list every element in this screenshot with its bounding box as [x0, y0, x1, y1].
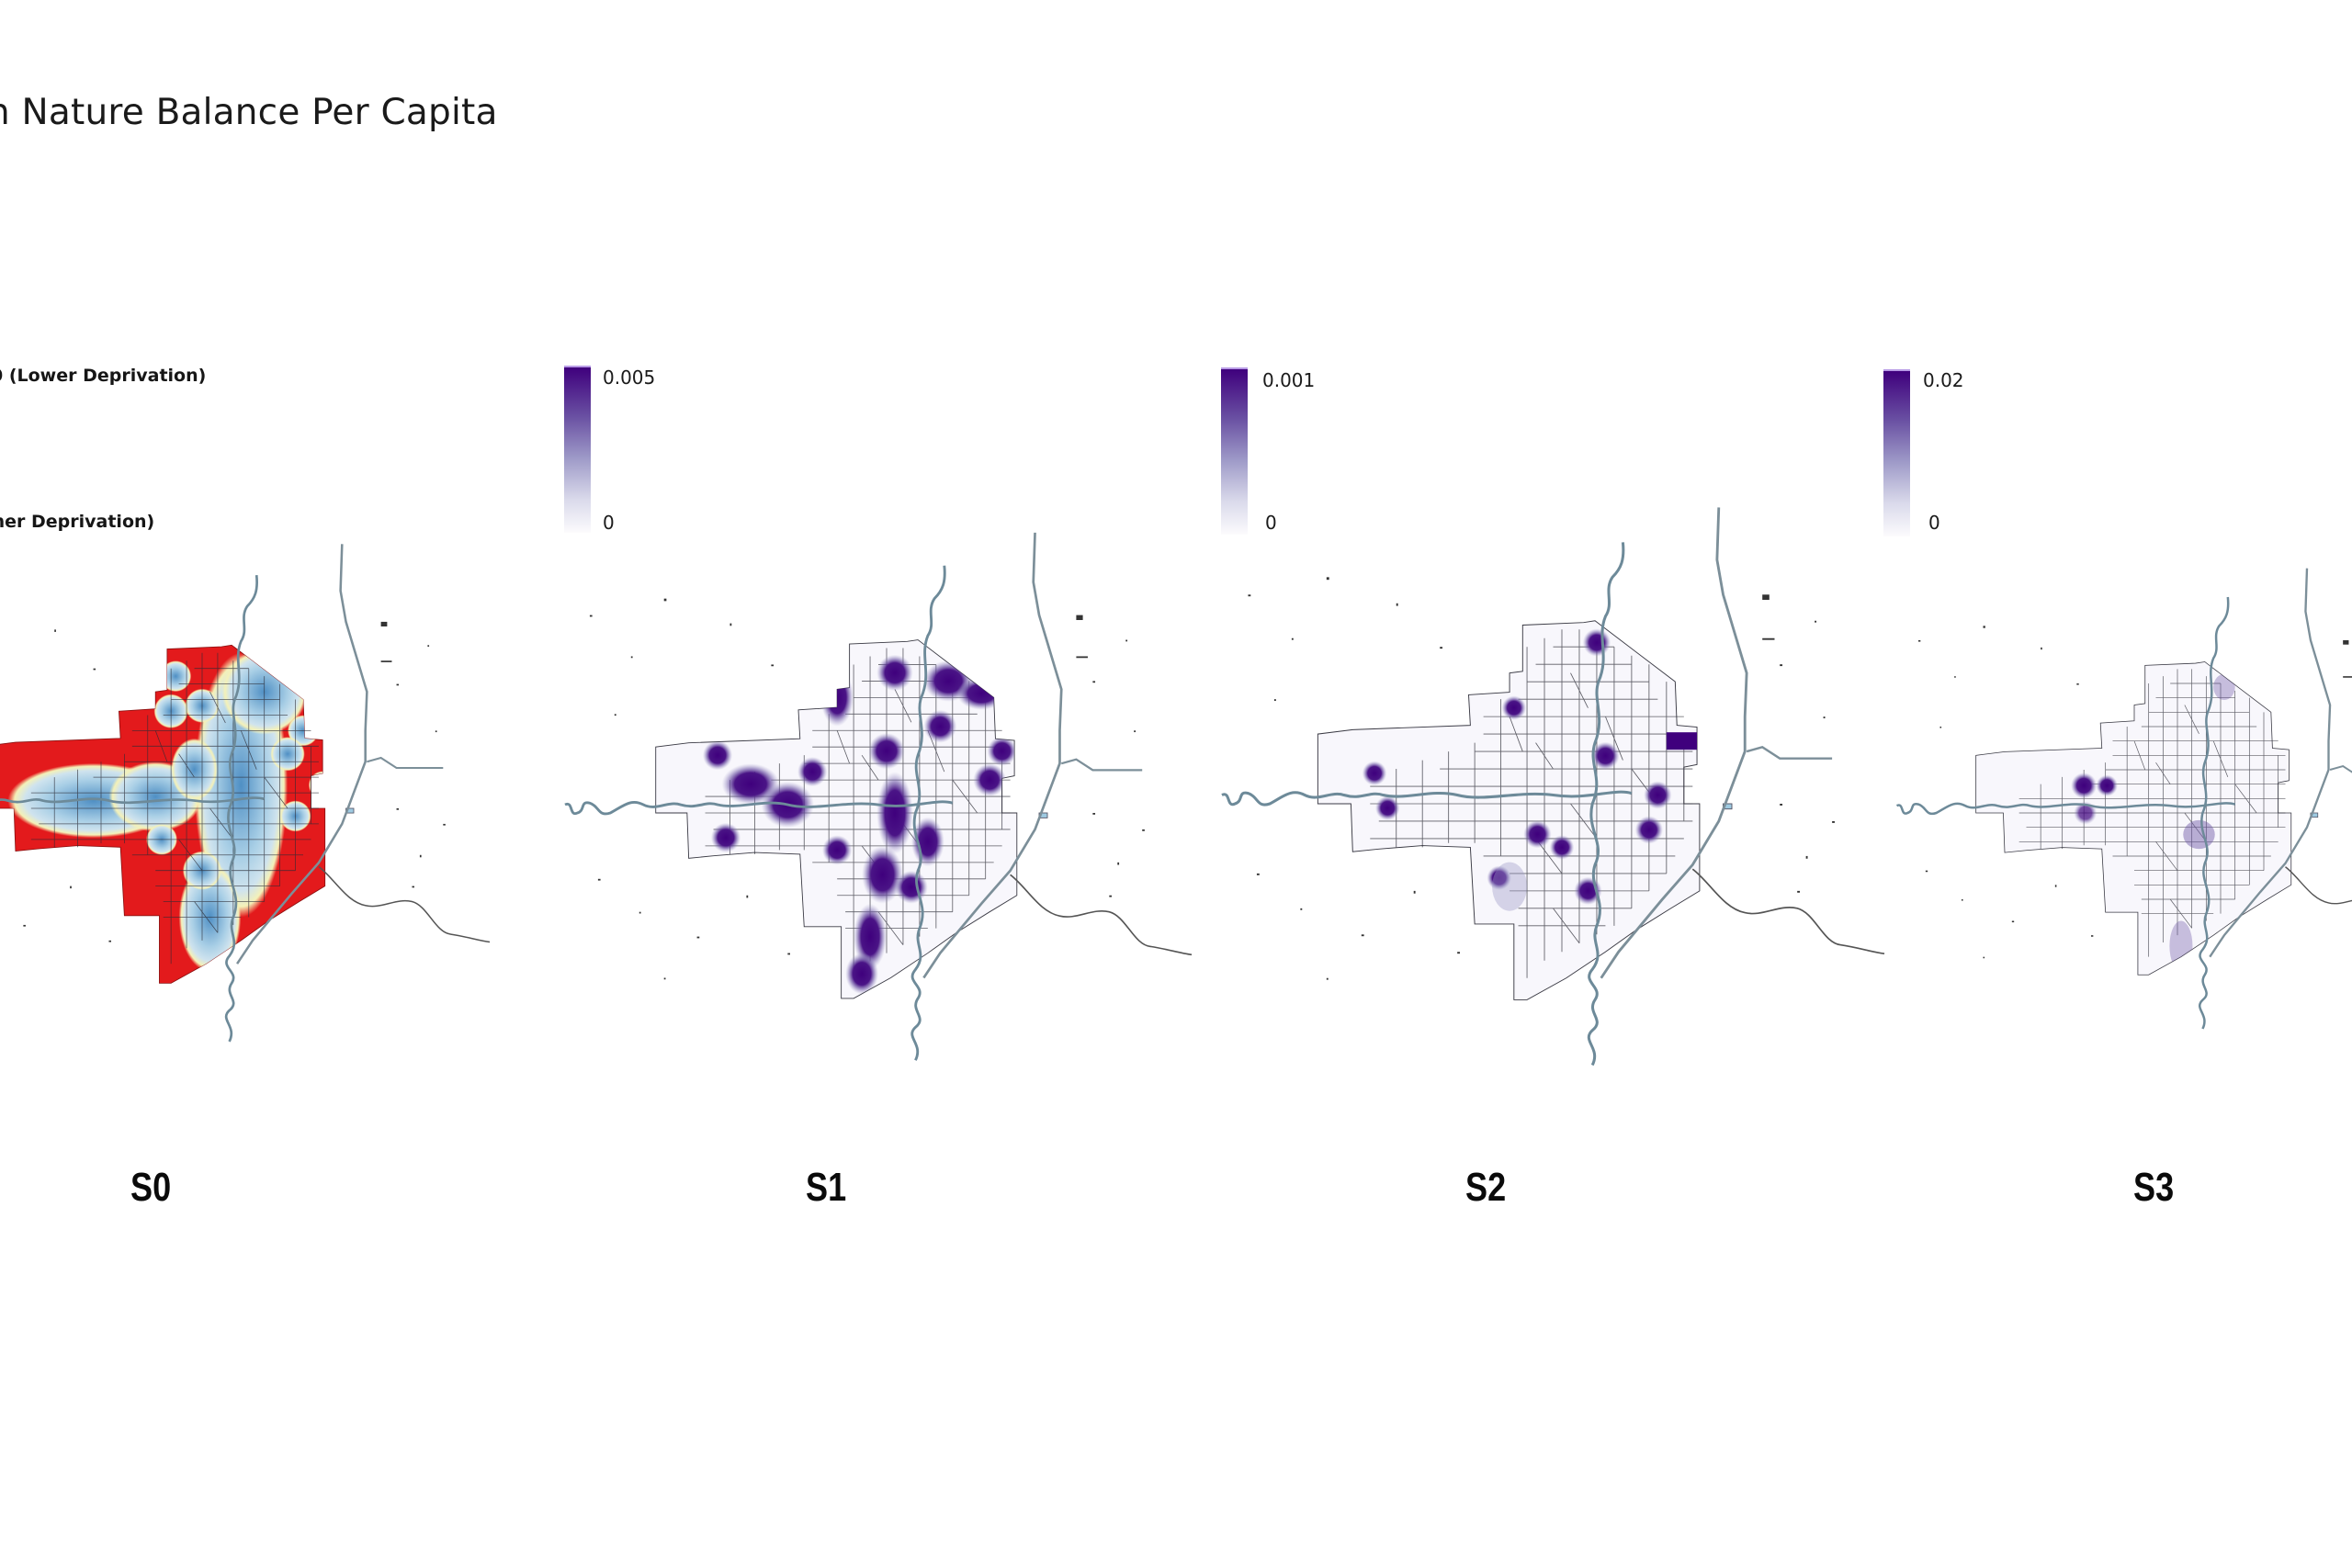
scenario-label-s3: S3	[2133, 1165, 2175, 1210]
map-s1-svg	[563, 531, 1193, 1062]
map-s0	[0, 543, 505, 1047]
map-s0-svg	[0, 543, 492, 1043]
colorbar-s2-min-label: 0	[1265, 512, 1277, 534]
colorbar-s1-min-label: 0	[603, 512, 615, 534]
scenario-label-s1: S1	[806, 1165, 847, 1210]
colorbar-s2-max-label: 0.001	[1262, 369, 1316, 391]
city-boundary	[1975, 661, 2292, 976]
map-s3-svg	[1895, 567, 2352, 1031]
colorbar-s3	[1883, 369, 1910, 536]
city-boundary	[1317, 620, 1701, 1000]
colorbar-gradient	[1221, 367, 1248, 535]
colorbar-gradient	[564, 366, 591, 533]
street-grid	[2018, 668, 2286, 958]
colorbar-s2	[1221, 367, 1248, 535]
colorbar-s1-max-label: 0.005	[603, 367, 656, 389]
colorbar-s3-max-label: 0.02	[1923, 369, 1964, 391]
colorbar-s1	[564, 366, 591, 533]
map-s1	[563, 531, 1208, 1062]
s0-legend-high-label: 0 (Lower Deprivation)	[0, 366, 207, 386]
map-s2-svg	[1220, 506, 1886, 1067]
map-s2	[1220, 506, 1902, 1070]
colorbar-gradient	[1883, 369, 1910, 536]
figure-title: n Nature Balance Per Capita	[0, 92, 498, 133]
s0-legend-low-label: gher Deprivation)	[0, 512, 155, 532]
street-grid	[1369, 628, 1693, 979]
scenario-label-s2: S2	[1465, 1165, 1507, 1210]
street-grid	[30, 652, 320, 964]
map-s3	[1893, 567, 2352, 1031]
colorbar-s3-min-label: 0	[1928, 512, 1940, 534]
scenario-label-s0: S0	[130, 1165, 172, 1210]
